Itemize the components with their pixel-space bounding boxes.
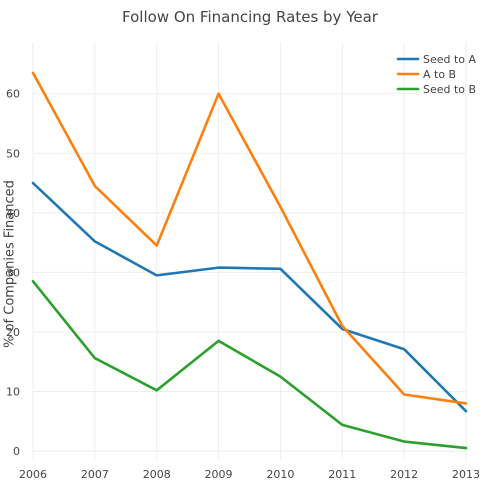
series-line-seed-to-b[interactable] (31, 280, 468, 450)
y-axis-ticks: 0 10 20 30 40 50 60 (6, 88, 20, 458)
y-tick-label: 40 (6, 207, 20, 220)
y-tick-label: 50 (6, 147, 20, 160)
legend-label: Seed to B (423, 83, 476, 96)
x-axis-ticks: 2006 2007 2008 2009 2010 2011 2012 2013 (19, 468, 480, 481)
legend-item-seed-to-b[interactable]: Seed to B (396, 83, 476, 96)
grid (32, 42, 467, 460)
legend-label: A to B (423, 68, 456, 81)
y-axis-title: % of Companies Financed (3, 180, 18, 348)
legend-label: Seed to A (423, 53, 477, 66)
x-tick-label: 2006 (19, 468, 47, 481)
legend[interactable]: Seed to A A to B Seed to B (396, 53, 477, 96)
y-tick-label: 10 (6, 386, 20, 399)
chart-title: Follow On Financing Rates by Year (122, 8, 379, 26)
x-tick-label: 2011 (328, 468, 356, 481)
x-tick-label: 2007 (81, 468, 109, 481)
x-tick-label: 2009 (205, 468, 233, 481)
y-tick-label: 60 (6, 88, 20, 101)
legend-item-seed-to-a[interactable]: Seed to A (396, 53, 477, 66)
series-line-a-to-b[interactable] (31, 71, 468, 405)
x-tick-label: 2008 (143, 468, 171, 481)
y-tick-label: 0 (13, 445, 20, 458)
y-tick-label: 20 (6, 326, 20, 339)
x-tick-label: 2010 (266, 468, 294, 481)
legend-item-a-to-b[interactable]: A to B (396, 68, 456, 81)
series-lines (31, 71, 468, 450)
x-tick-label: 2012 (390, 468, 418, 481)
series-line-seed-to-a[interactable] (31, 181, 468, 413)
x-tick-label: 2013 (452, 468, 480, 481)
y-tick-label: 30 (6, 266, 20, 279)
